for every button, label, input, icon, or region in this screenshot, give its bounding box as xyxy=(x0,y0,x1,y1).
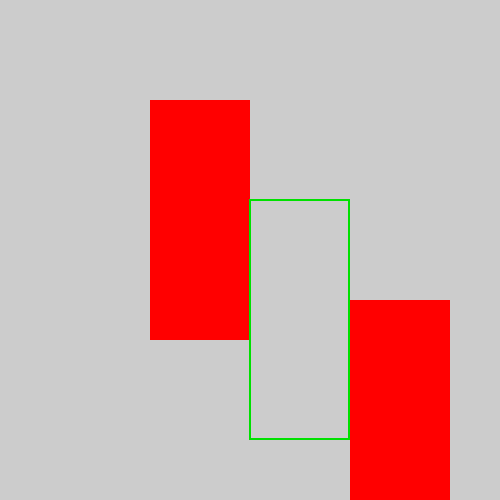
red-rectangle-right xyxy=(350,300,450,500)
red-rectangle-left xyxy=(150,100,250,340)
green-outlined-rectangle xyxy=(249,199,350,440)
